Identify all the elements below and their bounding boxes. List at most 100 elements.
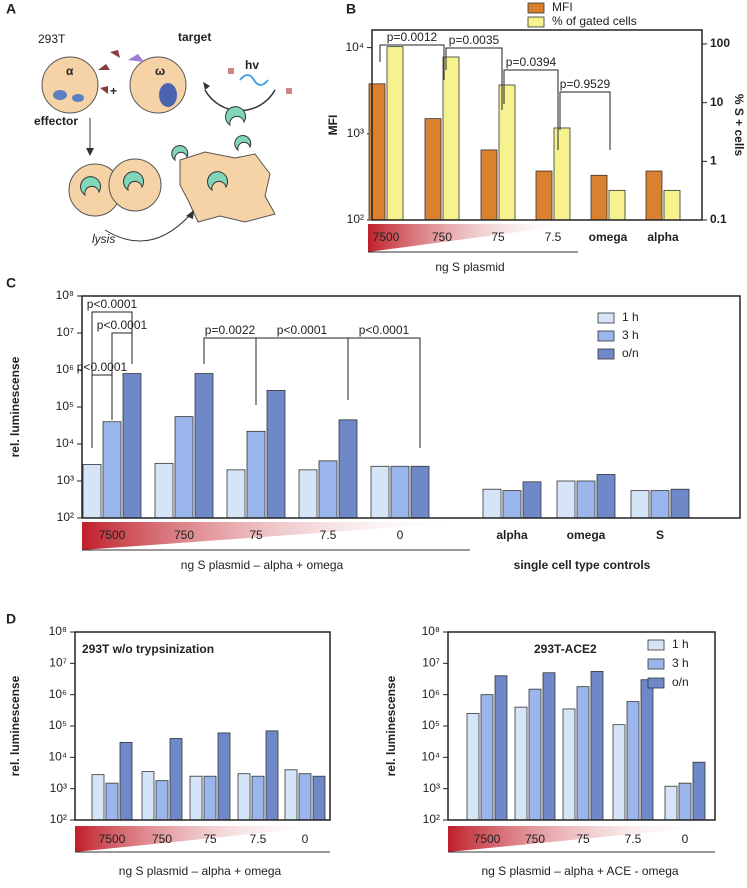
bar bbox=[122, 373, 142, 519]
enzyme bbox=[225, 106, 247, 127]
organelle bbox=[72, 94, 84, 102]
x-tick-label: alpha bbox=[647, 230, 679, 244]
bar bbox=[576, 480, 596, 519]
x-tick-label: 75 bbox=[491, 230, 505, 244]
p-value: p<0.0001 bbox=[97, 318, 148, 332]
y-tick-label: 10³ bbox=[347, 126, 364, 140]
x-axis-label: single cell type controls bbox=[514, 558, 651, 572]
bar bbox=[553, 127, 571, 221]
bar bbox=[626, 701, 640, 821]
x-tick-label: 75 bbox=[576, 832, 590, 846]
legend-label: 1 h bbox=[672, 637, 689, 651]
panel-a: A 293T target effector α ω + hv lysis bbox=[6, 1, 292, 246]
significance-bracket bbox=[559, 91, 611, 150]
chart-title: 293T w/o trypsinization bbox=[82, 642, 214, 656]
enzyme bbox=[207, 171, 229, 192]
dose-wedge bbox=[368, 224, 578, 252]
y-tick-label: 10⁴ bbox=[421, 750, 440, 764]
y-tick-label: 10⁸ bbox=[422, 624, 440, 638]
legend-swatch bbox=[647, 677, 665, 689]
legend-swatch bbox=[527, 2, 545, 14]
enzyme bbox=[80, 176, 102, 197]
significance-bracket bbox=[503, 69, 559, 150]
y-tick-label: 10² bbox=[57, 510, 74, 524]
bar bbox=[494, 675, 508, 821]
legend-swatch bbox=[597, 330, 615, 342]
dose-wedge bbox=[448, 826, 715, 852]
bar bbox=[535, 170, 553, 221]
plot-frame bbox=[447, 631, 716, 821]
bar bbox=[562, 708, 576, 821]
panel-letter: B bbox=[346, 1, 356, 17]
y-axis-label: rel. luminescense bbox=[8, 356, 22, 457]
x-tick-label: alpha bbox=[496, 528, 528, 542]
plot-frame bbox=[81, 295, 741, 519]
dose-wedge bbox=[75, 826, 330, 852]
p-value: p=0.0394 bbox=[506, 55, 557, 69]
y-tick-label: 10⁴ bbox=[55, 436, 74, 450]
x-tick-label: 7.5 bbox=[545, 230, 562, 244]
y-tick-label: 10⁶ bbox=[422, 687, 440, 701]
y-tick-label: 10² bbox=[423, 812, 440, 826]
legend-swatch bbox=[647, 658, 665, 670]
legend-label: % of gated cells bbox=[552, 14, 637, 28]
bar bbox=[498, 84, 516, 221]
y-tick-label: 10⁴ bbox=[345, 40, 364, 54]
y-axis-label: rel. luminescense bbox=[8, 675, 22, 776]
x-axis-label: ng S plasmid – alpha + ACE - omega bbox=[481, 864, 678, 878]
enzyme bbox=[123, 171, 145, 192]
bar bbox=[386, 46, 404, 221]
y-tick-label: 10⁶ bbox=[49, 687, 67, 701]
x-tick-label: 7.5 bbox=[250, 832, 267, 846]
p-value: p<0.0001 bbox=[87, 297, 138, 311]
enzyme bbox=[171, 145, 189, 162]
significance-bracket bbox=[445, 47, 503, 110]
bar bbox=[692, 761, 706, 821]
bar bbox=[640, 679, 654, 821]
bar bbox=[630, 490, 650, 519]
x-tick-label: 75 bbox=[203, 832, 217, 846]
significance-bracket bbox=[91, 374, 113, 448]
label: target bbox=[178, 30, 211, 44]
y-tick-label: 10⁷ bbox=[422, 656, 440, 670]
bar bbox=[265, 730, 279, 821]
bar bbox=[664, 785, 678, 821]
bar bbox=[105, 782, 119, 821]
spike bbox=[98, 50, 120, 94]
bar bbox=[480, 694, 494, 821]
bar bbox=[155, 780, 169, 821]
bar bbox=[480, 149, 498, 221]
legend-swatch bbox=[597, 312, 615, 324]
x-axis-label: ng S plasmid bbox=[435, 260, 504, 274]
bar bbox=[390, 465, 410, 519]
bar bbox=[189, 775, 203, 821]
x-tick-label: 0 bbox=[302, 832, 309, 846]
bar bbox=[338, 419, 358, 519]
y-tick-label: 10⁵ bbox=[56, 399, 74, 413]
y-tick-label: 10⁷ bbox=[49, 656, 67, 670]
bar bbox=[318, 460, 338, 519]
bar bbox=[246, 430, 266, 519]
bar bbox=[370, 465, 390, 519]
legend-label: o/n bbox=[622, 346, 639, 360]
bar bbox=[298, 773, 312, 821]
significance-bracket bbox=[379, 44, 445, 80]
y-tick-label: 10⁴ bbox=[48, 750, 67, 764]
bar bbox=[482, 488, 502, 519]
y2-tick-label: 0.1 bbox=[710, 212, 727, 226]
p-value: p=0.0035 bbox=[449, 33, 500, 47]
y2-tick-label: 10 bbox=[710, 95, 724, 109]
bar bbox=[284, 769, 298, 821]
x-tick-label: 750 bbox=[432, 230, 452, 244]
y-tick-label: 10⁵ bbox=[422, 718, 440, 732]
bar bbox=[590, 671, 604, 821]
x-tick-label: 75 bbox=[249, 528, 263, 542]
legend-label: MFI bbox=[552, 0, 573, 14]
label: + bbox=[110, 84, 117, 98]
x-tick-label: 750 bbox=[152, 832, 172, 846]
bar bbox=[217, 732, 231, 821]
organelle bbox=[53, 90, 67, 100]
bar bbox=[102, 421, 122, 519]
y-tick-label: 10⁸ bbox=[56, 288, 74, 302]
x-axis-label: ng S plasmid – alpha + omega bbox=[119, 864, 282, 878]
